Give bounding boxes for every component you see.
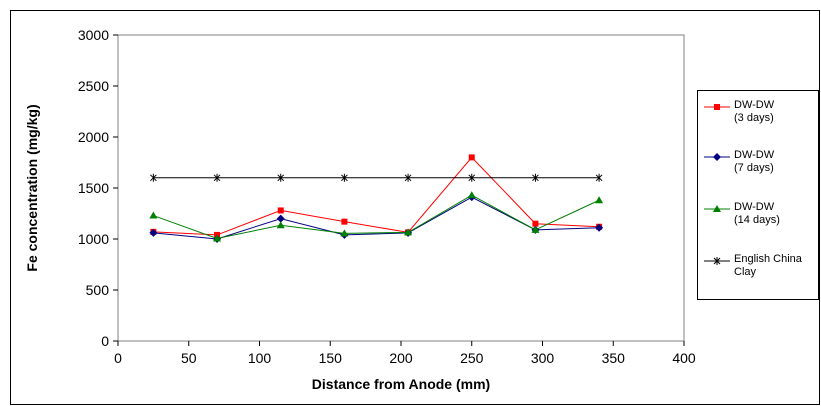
x-tick-label: 250 bbox=[460, 350, 484, 366]
data-point bbox=[532, 221, 538, 227]
legend-item-english-china-clay: English China Clay bbox=[698, 253, 820, 293]
data-point bbox=[278, 207, 284, 213]
y-tick-label: 1500 bbox=[78, 180, 109, 196]
x-tick-label: 300 bbox=[531, 350, 555, 366]
x-tick-label: 50 bbox=[181, 350, 197, 366]
legend-swatch-black-star bbox=[704, 255, 734, 271]
legend: DW-DW (3 days) DW-DW (7 days) DW-DW (14 … bbox=[697, 90, 819, 300]
y-tick-label: 3000 bbox=[78, 27, 109, 43]
legend-label: DW-DW (3 days) bbox=[734, 99, 820, 125]
legend-label: DW-DW (14 days) bbox=[734, 201, 820, 227]
legend-swatch-navy-diamond bbox=[704, 151, 734, 167]
legend-item-dw-3-days: DW-DW (3 days) bbox=[698, 99, 820, 139]
x-tick-label: 350 bbox=[602, 350, 626, 366]
data-point bbox=[595, 196, 603, 203]
data-point bbox=[341, 219, 347, 225]
legend-label: DW-DW (7 days) bbox=[734, 149, 820, 175]
x-tick-label: 100 bbox=[248, 350, 272, 366]
y-tick-label: 500 bbox=[86, 282, 110, 298]
legend-swatch-green-triangle bbox=[704, 203, 734, 219]
data-point bbox=[277, 221, 285, 228]
plot-area bbox=[118, 35, 684, 341]
legend-item-dw-14-days: DW-DW (14 days) bbox=[698, 201, 820, 241]
x-tick-label: 200 bbox=[389, 350, 413, 366]
y-tick-label: 2500 bbox=[78, 78, 109, 94]
legend-item-dw-7-days: DW-DW (7 days) bbox=[698, 149, 820, 189]
x-tick-label: 150 bbox=[319, 350, 343, 366]
y-tick-label: 0 bbox=[101, 333, 109, 349]
y-axis-title: Fe concentration (mg/kg) bbox=[24, 104, 40, 271]
x-axis-title: Distance from Anode (mm) bbox=[312, 376, 490, 392]
data-point bbox=[468, 191, 476, 198]
legend-label: English China Clay bbox=[734, 253, 820, 279]
x-tick-label: 0 bbox=[114, 350, 122, 366]
data-point bbox=[149, 212, 157, 219]
data-point bbox=[469, 154, 475, 160]
x-tick-label: 400 bbox=[672, 350, 696, 366]
series-line-0 bbox=[153, 157, 599, 235]
y-tick-label: 1000 bbox=[78, 231, 109, 247]
legend-swatch-red-square bbox=[704, 101, 734, 117]
y-tick-label: 2000 bbox=[78, 129, 109, 145]
